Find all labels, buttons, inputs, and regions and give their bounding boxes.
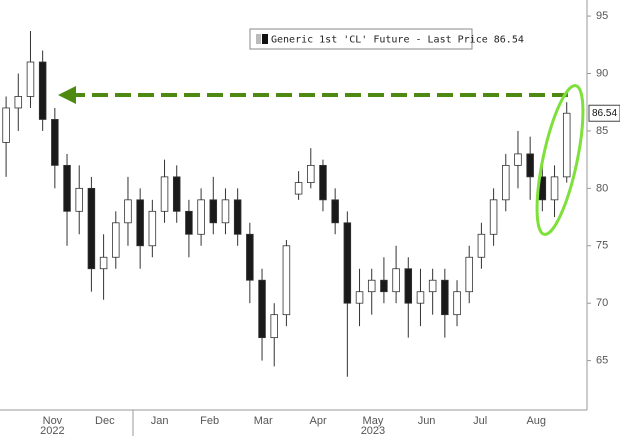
candle-body [51, 119, 59, 166]
y-tick-label: 85 [596, 125, 608, 137]
x-tick-label: Mar [254, 415, 273, 427]
candle-body [2, 107, 10, 143]
y-tick-label: 75 [596, 240, 608, 252]
x-tick-label: Dec [95, 415, 115, 427]
legend-box [249, 28, 473, 50]
candle-body [367, 279, 376, 293]
candle-body [502, 164, 510, 201]
candle-body [307, 164, 315, 184]
y-tick-label: 70 [596, 297, 608, 309]
candle-body [246, 233, 254, 281]
candle-body [453, 291, 461, 316]
candle-body [75, 187, 83, 212]
candle-body [380, 279, 388, 293]
legend-text: Generic 1st 'CL' Future - Last Price 86.… [271, 35, 524, 46]
x-tick-label: May [363, 415, 384, 427]
candle-body [221, 199, 230, 224]
candle-body [550, 176, 559, 201]
candle-body [136, 199, 144, 247]
candle-body [26, 61, 35, 97]
candle-body [331, 199, 339, 224]
candle-body [282, 245, 291, 316]
legend-icon [256, 34, 261, 44]
candle-body [124, 199, 132, 224]
candle-body [441, 279, 449, 316]
candle-body [99, 256, 108, 270]
x-tick-label: Aug [526, 415, 546, 427]
candle-body [197, 199, 205, 235]
candle-body [185, 210, 193, 235]
highlight-ellipse [535, 84, 585, 236]
plot-area [2, 31, 571, 377]
candle-body [160, 176, 169, 212]
candle-body [526, 153, 534, 178]
candle-body [416, 291, 425, 304]
candle-body [343, 222, 352, 304]
candle-body [233, 199, 242, 235]
candle-body [514, 153, 522, 166]
x-tick-label: Nov [43, 415, 63, 427]
candle-body [465, 256, 473, 293]
candle-body [489, 199, 498, 235]
candle-body [148, 210, 157, 247]
candle-body [477, 233, 486, 258]
x-tick-label: Jun [418, 415, 436, 427]
candle-body [172, 176, 181, 212]
legend-icon [262, 34, 268, 44]
x-tick-label: Jan [151, 415, 169, 427]
year-label: 2023 [361, 425, 385, 436]
candle-body [63, 164, 71, 212]
x-tick-label: Feb [200, 415, 219, 427]
y-tick-label: 95 [596, 10, 608, 22]
candle-body [294, 182, 303, 195]
year-label: 2022 [40, 425, 64, 436]
candle-body [392, 268, 400, 293]
candle-body [14, 96, 23, 109]
y-tick-label: 65 [596, 355, 608, 367]
candle-body [428, 279, 437, 293]
candle-body [270, 314, 278, 339]
candle-body [38, 61, 47, 120]
last-price-tag [588, 104, 620, 122]
x-tick-label: Jul [473, 415, 487, 427]
candle-body [209, 199, 218, 224]
candle-body [258, 279, 266, 339]
candle-body [355, 291, 364, 304]
y-tick-label: 90 [596, 67, 608, 79]
candle-body [562, 112, 571, 178]
x-tick-label: Apr [310, 415, 327, 427]
candle-body [87, 187, 96, 270]
candle-body [404, 268, 413, 304]
y-tick-label: 80 [596, 182, 608, 194]
candle-body [319, 164, 327, 201]
last-price-label: 86.54 [592, 108, 617, 119]
candle-body [112, 222, 120, 258]
arrowhead [58, 86, 76, 104]
